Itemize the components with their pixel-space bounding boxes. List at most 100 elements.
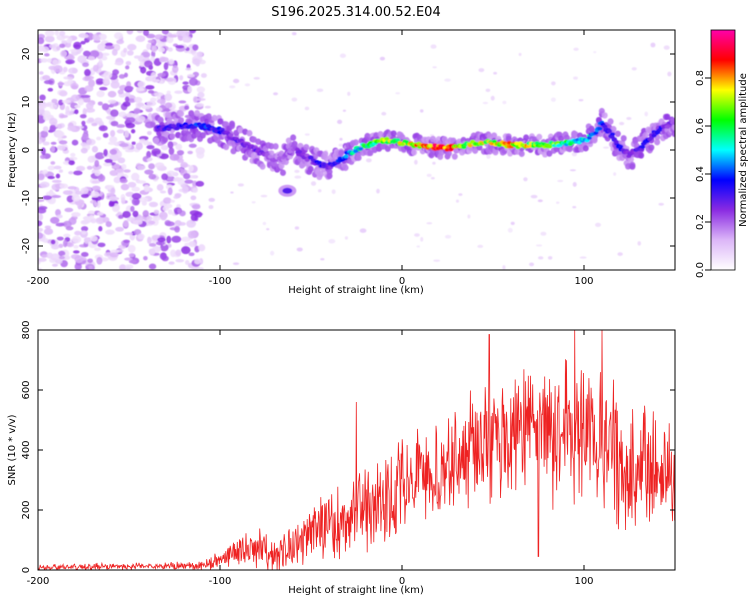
spectrogram-noise-cell <box>87 56 96 61</box>
spectrogram-noise-cell <box>73 245 79 249</box>
spectrogram-noise-cell <box>131 141 136 145</box>
spectrogram-noise-cell <box>109 252 119 258</box>
spectrogram-noise-cell <box>658 202 665 206</box>
spectrogram-ridge-halo <box>229 122 236 130</box>
spectrogram-noise-cell <box>146 130 152 136</box>
spectrogram-noise-cell <box>74 262 82 270</box>
spectrogram-noise-cell <box>77 98 84 106</box>
spectrogram-noise-cell <box>170 199 175 203</box>
spectrogram-noise-cell <box>569 169 577 172</box>
spectrogram-noise-cell <box>163 197 172 205</box>
spectrogram-noise-cell <box>148 163 155 170</box>
spectrogram-noise-cell <box>477 244 484 248</box>
spectrogram-ridge-halo <box>654 138 661 146</box>
spectrogram-noise-cell <box>119 142 129 148</box>
spectrogram-noise-cell <box>232 262 240 266</box>
spectrogram-noise-cell <box>43 79 54 85</box>
spectrogram-noise-cell <box>50 141 57 145</box>
spectrogram-noise-cell <box>556 201 560 204</box>
spectrogram-noise-cell <box>99 86 108 91</box>
spectrogram-ridge-cell <box>586 136 593 140</box>
spectrogram-noise-cell <box>304 133 310 136</box>
spectrogram-noise-cell <box>174 193 182 198</box>
spectrogram-noise-cell <box>128 253 135 258</box>
spectrogram-ridge-halo <box>491 132 498 139</box>
spectrogram-ridge-cell <box>255 147 262 152</box>
spectrogram-noise-cell <box>91 122 98 127</box>
spectrogram-noise-cell <box>124 232 134 236</box>
spectrogram-noise-cell <box>124 91 131 99</box>
spectrogram-noise-cell <box>136 30 144 34</box>
x-tick-label: 0 <box>399 576 405 587</box>
spectrogram-ridge-cell <box>597 126 603 131</box>
spectrogram-noise-cell <box>123 169 131 173</box>
spectrogram-ridge-halo <box>399 134 406 141</box>
spectrogram-noise-cell <box>88 265 93 270</box>
spectrogram-noise-cell <box>663 45 670 50</box>
spectrogram-noise-cell <box>90 191 100 198</box>
spectrogram-noise-cell <box>156 98 166 104</box>
spectrogram-noise-cell <box>124 86 134 91</box>
spectrogram-noise-cell <box>125 122 136 129</box>
spectrogram-noise-cell <box>44 53 50 57</box>
spectrogram-noise-cell <box>485 88 491 92</box>
spectrogram-ridge-halo <box>162 136 169 143</box>
spectrogram-noise-cell <box>381 111 387 116</box>
spectrogram-noise-cell <box>49 117 58 126</box>
spectrogram-noise-cell <box>166 175 175 182</box>
spectrogram-noise-cell <box>47 165 56 171</box>
spectrogram-noise-cell <box>109 148 118 155</box>
spectrogram-noise-cell <box>53 65 63 73</box>
spectrogram-ridge-halo <box>546 150 553 157</box>
spectrogram-noise-cell <box>115 168 125 174</box>
spectrogram-noise-cell <box>185 67 192 71</box>
spectrogram-noise-cell <box>58 243 64 248</box>
spectrogram-noise-cell <box>138 197 149 203</box>
spectrogram-noise-cell <box>579 256 587 259</box>
spectrogram-noise-cell <box>118 214 124 219</box>
spectrogram-noise-cell <box>120 183 130 191</box>
spectrogram-noise-cell <box>62 190 73 196</box>
spectrogram-noise-cell <box>667 71 672 77</box>
spectrogram-noise-cell <box>84 237 90 244</box>
spectrogram-noise-cell <box>144 60 153 68</box>
spectrogram-noise-cell <box>43 228 54 235</box>
spectrogram-ridge-halo <box>223 143 230 151</box>
spectrogram-noise-cell <box>130 205 135 212</box>
y-tick-label: 400 <box>21 440 32 459</box>
spectrogram-ridge-halo <box>582 145 589 152</box>
spectrogram-noise-cell <box>95 35 101 41</box>
spectrogram-noise-cell <box>430 177 435 180</box>
spectrogram-noise-cell <box>58 140 68 145</box>
spectrogram-noise-cell <box>107 99 117 104</box>
spectrogram-noise-cell <box>59 183 69 189</box>
spectrogram-noise-cell <box>174 90 183 94</box>
spectrogram-noise-cell <box>602 146 610 149</box>
spectrogram-noise-cell <box>74 109 79 115</box>
spectrogram-noise-cell <box>65 110 74 116</box>
spectrogram-noise-cell <box>132 219 143 225</box>
spectrogram-noise-cell <box>135 142 143 150</box>
spectrogram-noise-cell <box>128 260 137 264</box>
spectrogram-noise-cell <box>160 216 167 221</box>
spectrogram-noise-cell <box>74 255 84 264</box>
spectrogram-noise-cell <box>433 259 441 262</box>
spectrogram-ridge-cell <box>613 139 619 144</box>
spectrogram-ridge-halo <box>290 134 297 141</box>
spectrogram-ridge-halo <box>312 153 319 160</box>
colorbar-ticks: 0.0 0.2 0.4 0.6 0.8 <box>695 70 711 278</box>
spectrogram-noise-cell <box>68 171 74 175</box>
spectrogram-noise-cell <box>98 216 104 224</box>
spectrogram-noise-cell <box>58 250 66 257</box>
spectrogram-noise-cell <box>94 117 103 124</box>
snr-x-ticks: -200 -100 0 100 <box>27 330 594 587</box>
spectrogram-ridge-cell <box>358 146 364 151</box>
spectrogram-noise-cell <box>154 162 165 169</box>
snr-y-label: SNR (10 * v/v) <box>7 414 18 485</box>
spectrogram-noise-cell <box>61 40 68 44</box>
spectrogram-noise-cell <box>143 184 150 193</box>
spectrogram-noise-cell <box>161 173 169 181</box>
colorbar-bar <box>710 29 736 271</box>
colorbar-tick-label: 0.0 <box>695 262 706 278</box>
